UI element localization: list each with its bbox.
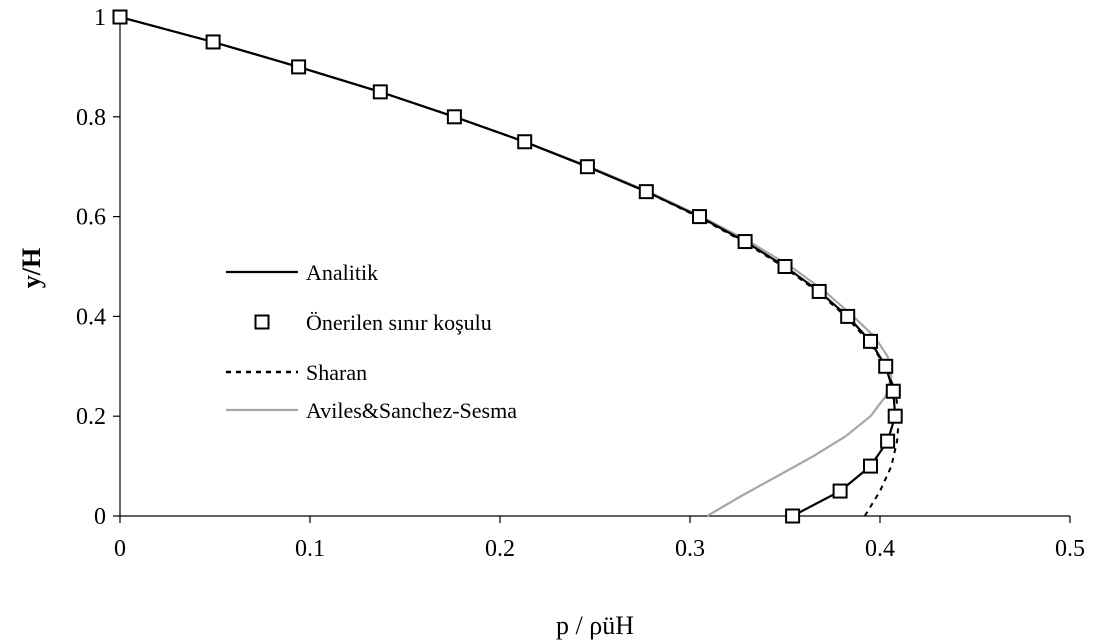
data-point-marker (291, 59, 307, 75)
data-point-marker (785, 508, 801, 524)
data-point-marker (517, 134, 533, 150)
y-tick-label: 0.4 (76, 304, 106, 330)
axes: 0 0.1 0.2 0.3 0.4 0.5 0 0.2 0.4 0.6 0.8 1 (76, 5, 1085, 562)
data-point-marker (863, 458, 878, 474)
data-point-marker (205, 34, 221, 50)
data-point-marker (112, 9, 128, 25)
x-tick-label: 0 (114, 536, 126, 562)
y-axis-title: y/H (17, 248, 46, 288)
x-axis-title: p / ρüH (556, 611, 634, 640)
plot-series (112, 9, 903, 524)
data-point-marker (579, 159, 595, 175)
data-point-marker (840, 308, 856, 324)
x-tick-label: 0.1 (295, 536, 325, 562)
data-point-marker (737, 234, 753, 250)
y-tick-label: 0 (94, 504, 106, 530)
x-tick-label: 0.4 (865, 536, 895, 562)
legend-label-sharan: Sharan (306, 360, 367, 385)
legend-label-aviles-sanchez-sesma: Aviles&Sanchez-Sesma (306, 398, 517, 423)
y-tick-label: 0.8 (76, 105, 106, 131)
data-point-marker (880, 433, 896, 449)
data-point-marker (887, 408, 903, 424)
data-point-marker (878, 358, 894, 374)
x-tick-label: 0.5 (1055, 536, 1085, 562)
y-tick-label: 0.6 (76, 205, 106, 231)
y-tick-label: 0.2 (76, 404, 106, 430)
legend-label-analitik: Analitik (306, 260, 378, 285)
x-tick-label: 0.2 (485, 536, 515, 562)
data-point-marker (638, 184, 654, 200)
data-point-marker (863, 333, 878, 349)
data-point-marker (446, 109, 462, 125)
series-line-aviles-sanchez-sesma (119, 15, 893, 517)
x-tick-label: 0.3 (675, 536, 705, 562)
legend-swatch-nerilen-s-n-r-ko-ulu (254, 314, 270, 330)
data-point-marker (811, 283, 827, 299)
data-point-marker (777, 259, 793, 274)
data-point-marker (372, 84, 388, 100)
data-point-marker (692, 209, 707, 225)
data-point-marker (832, 483, 848, 499)
data-point-marker (885, 383, 901, 399)
legend-label-nerilen-s-n-r-ko-ulu: Önerilen sınır koşulu (306, 310, 492, 335)
y-tick-label: 1 (94, 5, 106, 31)
legend: Analitik Önerilen sınır koşulu Sharan Avile… (226, 260, 517, 423)
